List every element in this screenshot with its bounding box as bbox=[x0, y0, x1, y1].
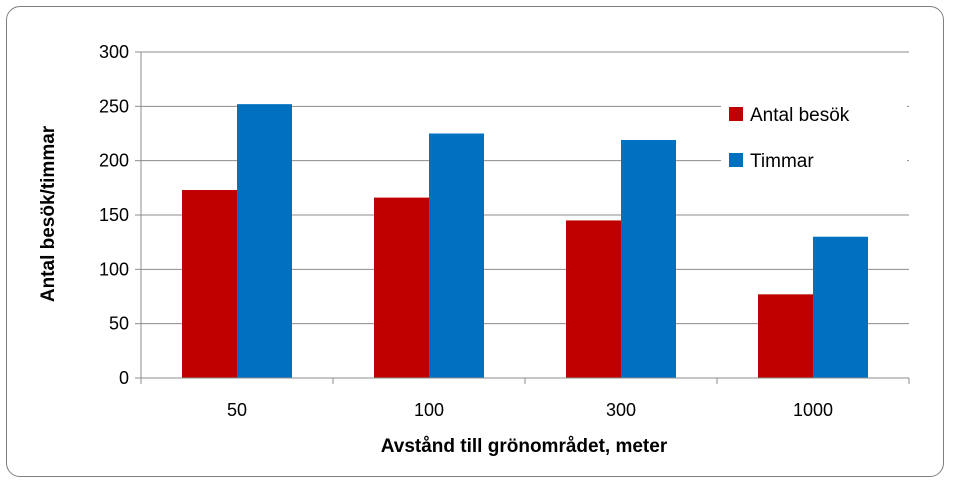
bar bbox=[621, 140, 676, 378]
y-tick-label: 50 bbox=[109, 314, 129, 334]
bar bbox=[813, 236, 868, 378]
legend-swatch bbox=[729, 153, 743, 167]
legend: Antal besök Timmar bbox=[721, 92, 907, 182]
bar bbox=[182, 190, 237, 378]
x-tick-labels: 50 100 300 1000 bbox=[227, 400, 833, 420]
x-tick-label: 50 bbox=[227, 400, 247, 420]
y-tick-labels: 0 50 100 150 200 250 300 bbox=[99, 42, 129, 388]
legend-label: Antal besök bbox=[750, 105, 850, 126]
bars bbox=[182, 104, 868, 378]
bar bbox=[237, 104, 292, 378]
y-tick-label: 300 bbox=[99, 42, 129, 62]
axes bbox=[140, 52, 910, 384]
y-tick-label: 250 bbox=[99, 96, 129, 116]
legend-swatch bbox=[729, 107, 743, 121]
bar bbox=[566, 220, 621, 378]
bar bbox=[429, 133, 484, 378]
y-tick-label: 200 bbox=[99, 151, 129, 171]
y-axis-title: Antal besök/timmar bbox=[38, 125, 59, 302]
legend-label: Timmar bbox=[750, 151, 814, 172]
legend-background bbox=[721, 92, 907, 182]
x-axis-title: Avstånd till grönområdet, meter bbox=[381, 436, 668, 457]
x-tick-label: 300 bbox=[606, 400, 636, 420]
x-tick-label: 1000 bbox=[793, 400, 833, 420]
bar bbox=[758, 294, 813, 378]
y-tick-label: 100 bbox=[99, 259, 129, 279]
bar bbox=[374, 197, 429, 378]
y-tick-label: 150 bbox=[99, 205, 129, 225]
y-tick-label: 0 bbox=[119, 368, 129, 388]
x-tick-label: 100 bbox=[414, 400, 444, 420]
